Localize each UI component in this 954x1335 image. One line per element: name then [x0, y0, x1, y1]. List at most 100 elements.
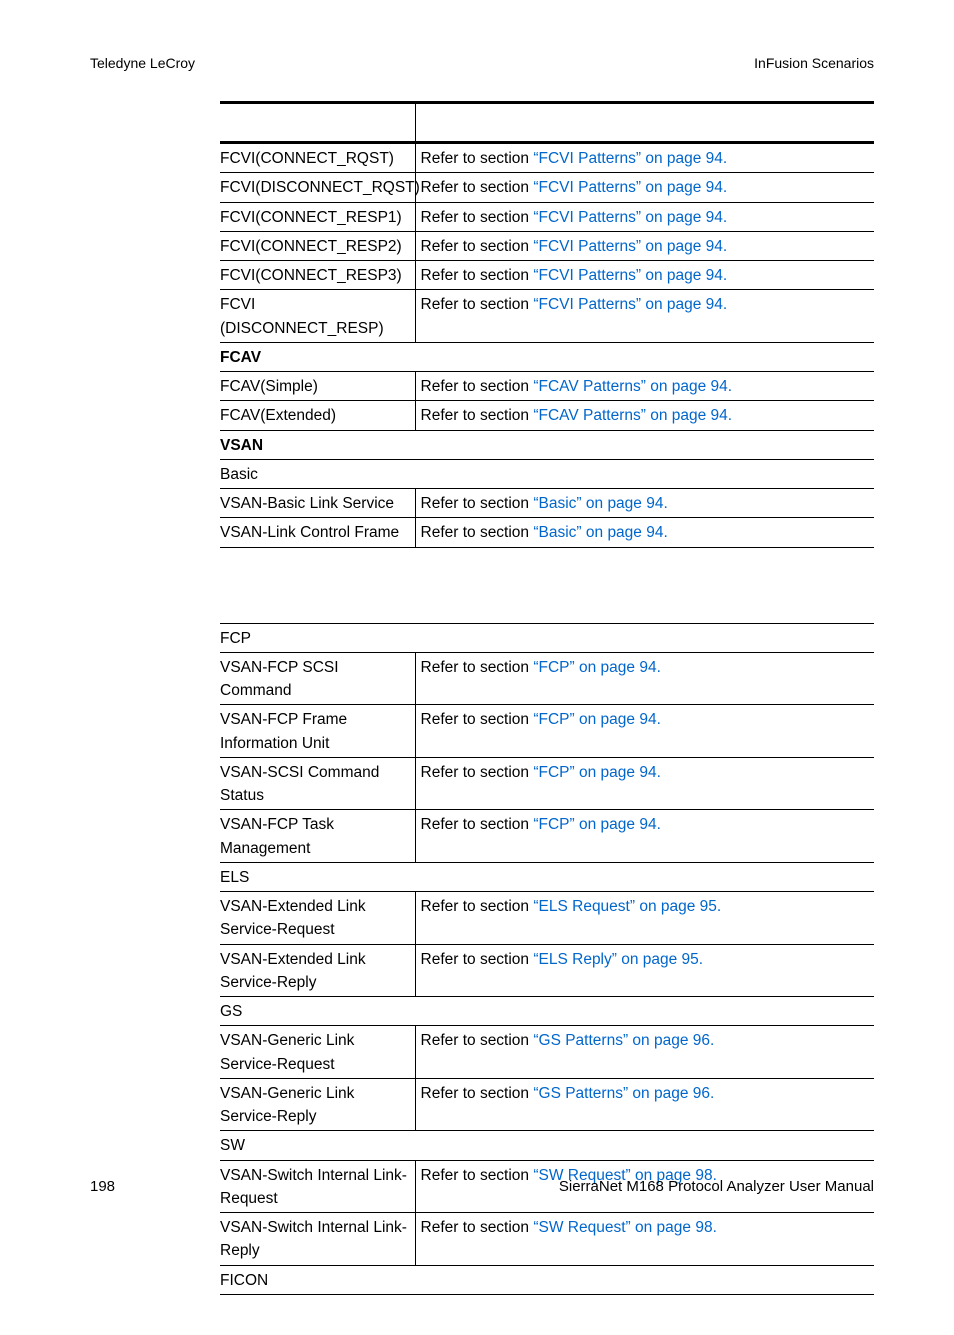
table-row: VSAN-Extended Link Service-ReplyRefer to…	[220, 944, 874, 997]
row-label: VSAN-FCP Frame Information Unit	[220, 705, 415, 758]
ref-prefix: Refer to section	[421, 898, 534, 915]
table-row: VSAN-Generic Link Service-ReplyRefer to …	[220, 1078, 874, 1131]
row-desc	[415, 623, 874, 652]
row-label: FCP	[220, 623, 415, 652]
row-label: ELS	[220, 862, 415, 891]
row-label: FCVI(CONNECT_RESP3)	[220, 261, 415, 290]
reference-link[interactable]: “Basic” on page 94.	[533, 524, 667, 541]
reference-link[interactable]: “FCVI Patterns” on page 94.	[533, 179, 727, 196]
row-desc: Refer to section “ELS Reply” on page 95.	[415, 944, 874, 997]
ref-prefix: Refer to section	[421, 179, 534, 196]
reference-link[interactable]: “FCVI Patterns” on page 94.	[533, 267, 727, 284]
reference-link[interactable]: “GS Patterns” on page 96.	[533, 1085, 714, 1102]
row-label: Basic	[220, 459, 415, 488]
table-row: VSAN-FCP Task ManagementRefer to section…	[220, 810, 874, 863]
row-label: VSAN-Generic Link Service-Reply	[220, 1078, 415, 1131]
row-label: FICON	[220, 1265, 415, 1294]
table-row: FCVI(CONNECT_RESP1)Refer to section “FCV…	[220, 202, 874, 231]
row-desc	[415, 1265, 874, 1294]
reference-link[interactable]: “FCVI Patterns” on page 94.	[533, 209, 727, 226]
row-desc: Refer to section “GS Patterns” on page 9…	[415, 1026, 874, 1079]
reference-link[interactable]: “FCAV Patterns” on page 94.	[533, 407, 732, 424]
reference-link[interactable]: “Basic” on page 94.	[533, 495, 667, 512]
table-row: VSAN-Generic Link Service-RequestRefer t…	[220, 1026, 874, 1079]
row-desc: Refer to section “GS Patterns” on page 9…	[415, 1078, 874, 1131]
row-label: FCVI(CONNECT_RESP1)	[220, 202, 415, 231]
reference-link[interactable]: “ELS Request” on page 95.	[533, 898, 721, 915]
reference-link[interactable]: “ELS Reply” on page 95.	[533, 951, 703, 968]
ref-prefix: Refer to section	[421, 150, 534, 167]
table-row: FCAV(Extended)Refer to section “FCAV Pat…	[220, 401, 874, 430]
ref-prefix: Refer to section	[421, 238, 534, 255]
reference-link[interactable]: “SW Request” on page 98.	[533, 1219, 717, 1236]
table-row: GS	[220, 997, 874, 1026]
reference-link[interactable]: “GS Patterns” on page 96.	[533, 1032, 714, 1049]
ref-prefix: Refer to section	[421, 764, 534, 781]
ref-prefix: Refer to section	[421, 1219, 534, 1236]
table-row: FCVI(DISCONNECT_RQST)Refer to section “F…	[220, 173, 874, 202]
row-label: VSAN-Link Control Frame	[220, 518, 415, 547]
reference-link[interactable]: “FCVI Patterns” on page 94.	[533, 238, 727, 255]
row-label: FCAV	[220, 342, 415, 371]
reference-link[interactable]: “FCAV Patterns” on page 94.	[533, 378, 732, 395]
row-label: FCVI(CONNECT_RQST)	[220, 143, 415, 173]
table-row: VSAN-Link Control FrameRefer to section …	[220, 518, 874, 547]
row-desc: Refer to section “FCVI Patterns” on page…	[415, 202, 874, 231]
table-row: VSAN-Basic Link ServiceRefer to section …	[220, 489, 874, 518]
reference-link[interactable]: “FCP” on page 94.	[533, 764, 661, 781]
ref-prefix: Refer to section	[421, 816, 534, 833]
row-label: SW	[220, 1131, 415, 1160]
reference-link[interactable]: “FCP” on page 94.	[533, 659, 661, 676]
footer-title: SierraNet M168 Protocol Analyzer User Ma…	[559, 1178, 874, 1195]
table-row: FCVI(CONNECT_RESP3) Refer to section “FCV…	[220, 261, 874, 290]
row-desc: Refer to section “SW Request” on page 98…	[415, 1213, 874, 1266]
ref-prefix: Refer to section	[421, 209, 534, 226]
ref-prefix: Refer to section	[421, 495, 534, 512]
table-row	[220, 110, 874, 143]
row-label: FCAV(Simple)	[220, 372, 415, 401]
table-row: VSAN	[220, 430, 874, 459]
row-desc: Refer to section “FCP” on page 94.	[415, 705, 874, 758]
table-row: SW	[220, 1131, 874, 1160]
row-label: VSAN	[220, 430, 415, 459]
row-label: VSAN-Extended Link Service-Reply	[220, 944, 415, 997]
row-desc: Refer to section “Basic” on page 94.	[415, 518, 874, 547]
row-desc	[415, 997, 874, 1026]
table-row: FCAV(Simple)Refer to section “FCAV Patte…	[220, 372, 874, 401]
table-row: VSAN-Switch Internal Link-ReplyRefer to …	[220, 1213, 874, 1266]
row-desc: Refer to section “FCAV Patterns” on page…	[415, 372, 874, 401]
reference-link[interactable]: “FCP” on page 94.	[533, 816, 661, 833]
table-row: FCVI(CONNECT_RESP2)Refer to section “FCV…	[220, 231, 874, 260]
row-desc	[415, 459, 874, 488]
ref-prefix: Refer to section	[421, 951, 534, 968]
table-row	[220, 547, 874, 623]
ref-prefix: Refer to section	[421, 267, 534, 284]
row-desc: Refer to section “FCP” on page 94.	[415, 810, 874, 863]
reference-link[interactable]: “FCP” on page 94.	[533, 711, 661, 728]
row-desc: Refer to section “FCP” on page 94.	[415, 757, 874, 810]
row-desc	[415, 342, 874, 371]
row-desc: Refer to section “FCAV Patterns” on page…	[415, 401, 874, 430]
ref-prefix: Refer to section	[421, 1085, 534, 1102]
row-desc: Refer to section “FCP” on page 94.	[415, 652, 874, 705]
reference-link[interactable]: “FCVI Patterns” on page 94.	[533, 150, 727, 167]
table-row: FICON	[220, 1265, 874, 1294]
row-label: VSAN-Generic Link Service-Request	[220, 1026, 415, 1079]
ref-prefix: Refer to section	[421, 378, 534, 395]
reference-table: FCVI(CONNECT_RQST)Refer to section “FCVI…	[220, 101, 874, 1295]
ref-prefix: Refer to section	[421, 296, 534, 313]
ref-prefix: Refer to section	[421, 407, 534, 424]
ref-prefix: Refer to section	[421, 659, 534, 676]
table-row: VSAN-FCP SCSI CommandRefer to section “F…	[220, 652, 874, 705]
table-row: FCAV	[220, 342, 874, 371]
table-row	[220, 103, 874, 111]
row-label: FCVI (DISCONNECT_RESP)	[220, 290, 415, 343]
row-label: VSAN-Extended Link Service-Request	[220, 892, 415, 945]
reference-link[interactable]: “FCVI Patterns” on page 94.	[533, 296, 727, 313]
ref-prefix: Refer to section	[421, 711, 534, 728]
row-desc: Refer to section “FCVI Patterns” on page…	[415, 173, 874, 202]
row-label: VSAN-Basic Link Service	[220, 489, 415, 518]
row-label: GS	[220, 997, 415, 1026]
table-row: ELS	[220, 862, 874, 891]
table-row: VSAN-Extended Link Service-Request Refer …	[220, 892, 874, 945]
